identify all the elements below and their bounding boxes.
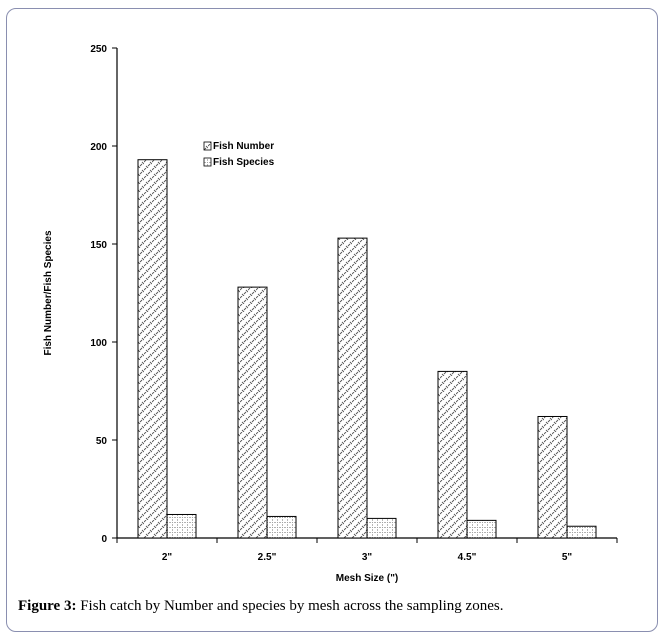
y-tick-label: 150 bbox=[90, 240, 107, 251]
legend-swatch-fish-species bbox=[203, 157, 212, 167]
legend-label-fish-species: Fish Species bbox=[213, 157, 275, 168]
bar-fish-species bbox=[566, 525, 597, 539]
y-tick-label: 50 bbox=[96, 436, 108, 447]
y-axis-label: Fish Number/Fish Species bbox=[43, 230, 54, 355]
bar-chart: 0 50 100 150 200 250 2" 2.5" 3" 4.5" 5" Fish Numb… bbox=[43, 44, 618, 584]
bar-fish-species bbox=[466, 519, 497, 539]
legend: Fish Number Fish Species bbox=[203, 141, 275, 168]
y-tick-label: 0 bbox=[101, 534, 107, 545]
bar-fish-number bbox=[437, 370, 468, 539]
x-ticks: 2" 2.5" 3" 4.5" 5" bbox=[116, 538, 618, 563]
x-tick-label: 2.5" bbox=[258, 552, 277, 563]
bar-fish-species bbox=[266, 515, 297, 539]
bar-fish-number bbox=[237, 286, 268, 539]
legend-swatch-fish-number bbox=[203, 141, 212, 151]
x-tick-label: 4.5" bbox=[458, 552, 477, 563]
bar-fish-species bbox=[166, 513, 197, 539]
bar-fish-species bbox=[366, 517, 397, 539]
bars bbox=[137, 159, 597, 539]
caption-label: Figure 3: bbox=[18, 598, 77, 614]
x-tick-label: 5" bbox=[562, 552, 573, 563]
y-tick-label: 200 bbox=[90, 142, 107, 153]
x-tick-label: 3" bbox=[362, 552, 373, 563]
x-axis-label: Mesh Size (") bbox=[336, 573, 399, 584]
y-tick-label: 250 bbox=[90, 44, 107, 55]
bar-fish-number bbox=[537, 415, 568, 539]
x-tick-label: 2" bbox=[162, 552, 173, 563]
bar-fish-number bbox=[337, 237, 368, 539]
y-tick-label: 100 bbox=[90, 338, 107, 349]
figure-caption: Figure 3: Fish catch by Number and speci… bbox=[18, 598, 658, 615]
y-ticks: 0 50 100 150 200 250 bbox=[90, 44, 117, 545]
bar-fish-number bbox=[137, 159, 168, 539]
legend-label-fish-number: Fish Number bbox=[213, 141, 274, 152]
caption-text: Fish catch by Number and species by mesh… bbox=[80, 598, 504, 614]
